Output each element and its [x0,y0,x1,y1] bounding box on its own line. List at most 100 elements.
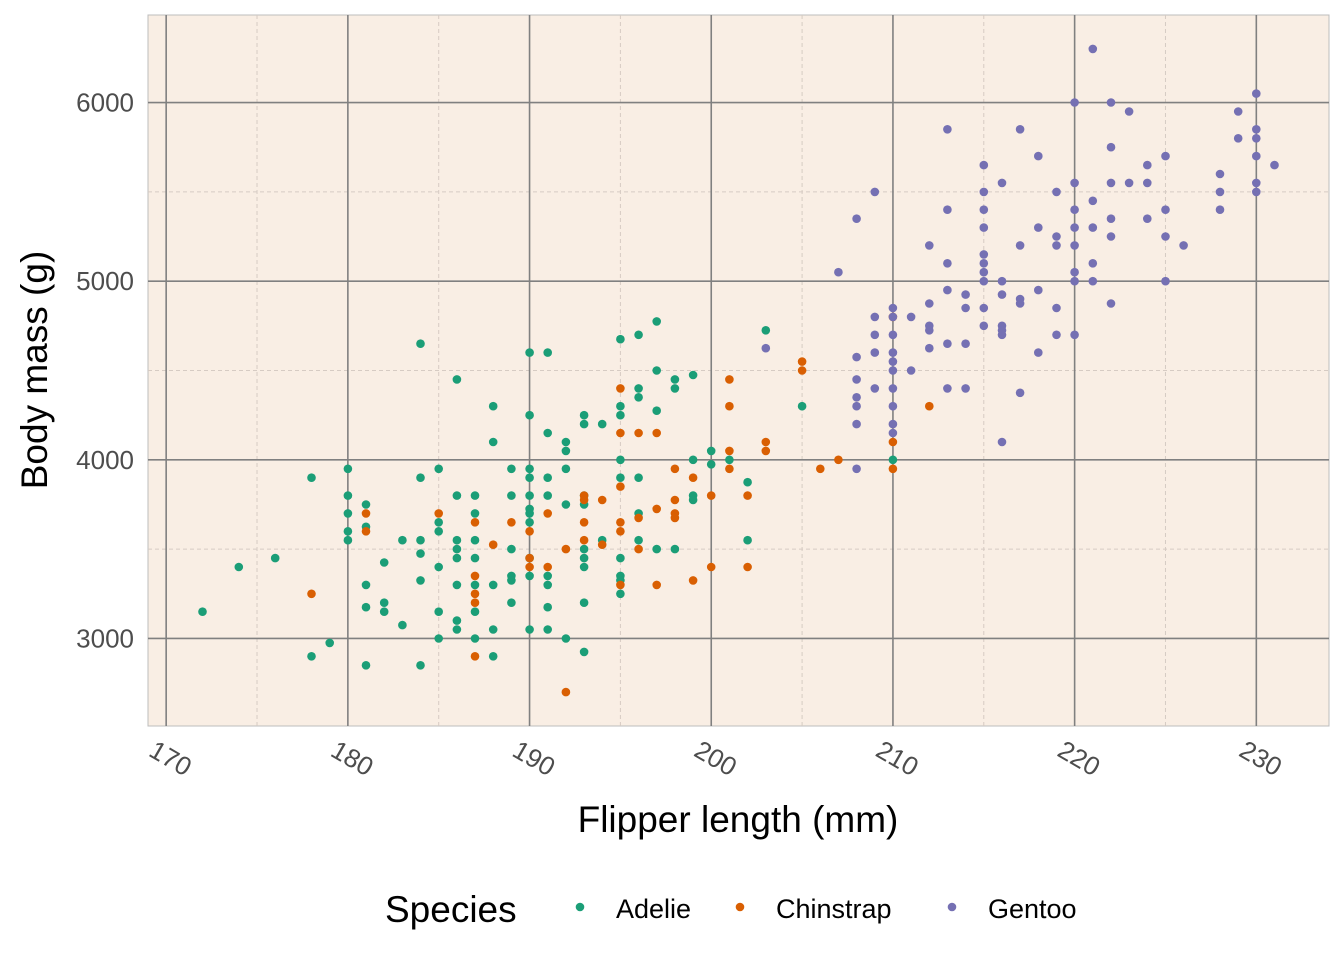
point-adelie [398,535,407,545]
point-gentoo [997,290,1007,299]
point-gentoo [943,125,952,134]
point-adelie [579,544,589,554]
point-adelie [361,500,371,509]
point-chinstrap [634,544,643,554]
point-adelie [543,580,552,590]
x-tick-label: 180 [326,734,379,782]
point-gentoo [852,352,861,362]
point-adelie [652,317,661,326]
point-gentoo [943,205,952,214]
point-adelie [379,607,389,616]
point-adelie [525,625,534,634]
point-gentoo [906,312,916,322]
point-gentoo [1070,267,1079,277]
point-adelie [452,616,462,625]
point-gentoo [1252,187,1261,197]
point-gentoo [997,276,1007,286]
point-adelie [761,326,771,335]
point-adelie [561,464,571,474]
point-gentoo [888,428,898,438]
point-chinstrap [743,491,752,500]
point-adelie [543,473,552,483]
point-gentoo [1161,276,1170,286]
point-gentoo [1233,134,1243,143]
point-adelie [561,437,571,447]
point-chinstrap [652,428,661,438]
point-gentoo [1070,330,1079,340]
point-adelie [507,464,516,474]
point-gentoo [1070,223,1079,232]
point-adelie [525,518,534,527]
point-adelie [579,598,589,607]
point-adelie [670,375,680,384]
point-chinstrap [834,455,843,465]
point-adelie [561,634,571,643]
point-adelie [525,509,534,518]
point-adelie [507,544,516,554]
point-adelie [343,527,353,536]
point-adelie [652,544,661,554]
point-gentoo [888,357,898,366]
point-gentoo [1052,330,1061,340]
point-adelie [561,500,571,509]
x-tick-label: 200 [689,734,742,782]
point-chinstrap [597,540,607,549]
point-gentoo [1233,107,1243,116]
point-chinstrap [888,464,898,474]
point-chinstrap [925,401,934,411]
point-chinstrap [488,540,498,549]
point-gentoo [1161,205,1170,214]
point-gentoo [852,214,861,223]
point-gentoo [870,330,880,340]
point-adelie [488,437,498,447]
point-gentoo [870,384,880,393]
point-adelie [616,401,625,411]
point-adelie [579,410,589,420]
point-chinstrap [561,687,571,697]
point-chinstrap [470,598,480,607]
point-gentoo [1088,259,1098,268]
point-gentoo [1052,241,1061,250]
point-chinstrap [761,446,771,456]
point-chinstrap [688,576,698,585]
point-adelie [525,348,534,357]
minor-gridlines [148,15,1329,726]
point-gentoo [979,160,989,170]
point-gentoo [1015,388,1025,398]
point-adelie [543,625,552,634]
point-gentoo [979,259,989,268]
point-gentoo [979,276,989,286]
point-chinstrap [434,509,444,518]
point-adelie [434,527,444,536]
point-adelie [634,393,643,402]
point-adelie [416,549,425,558]
point-gentoo [1143,160,1152,170]
point-gentoo [1052,303,1061,313]
point-gentoo [1034,348,1043,357]
point-gentoo [1106,232,1116,241]
point-adelie [343,491,353,500]
point-gentoo [1034,223,1043,232]
point-chinstrap [470,571,480,581]
y-tick-label: 5000 [76,266,134,296]
point-adelie [579,419,589,429]
point-chinstrap [561,544,571,554]
point-chinstrap [525,562,534,572]
point-gentoo [888,312,898,322]
point-adelie [416,576,425,585]
point-adelie [488,652,498,661]
point-adelie [488,580,498,590]
point-adelie [416,473,425,483]
point-adelie [307,652,316,661]
point-adelie [670,544,680,554]
point-gentoo [1215,205,1225,214]
point-gentoo [888,330,898,340]
point-gentoo [1161,151,1170,161]
point-chinstrap [725,375,734,384]
point-adelie [706,446,716,456]
point-gentoo [1215,169,1225,179]
point-gentoo [979,303,989,313]
point-gentoo [870,187,880,197]
legend-label-chinstrap: Chinstrap [776,894,892,924]
point-chinstrap [543,562,552,572]
